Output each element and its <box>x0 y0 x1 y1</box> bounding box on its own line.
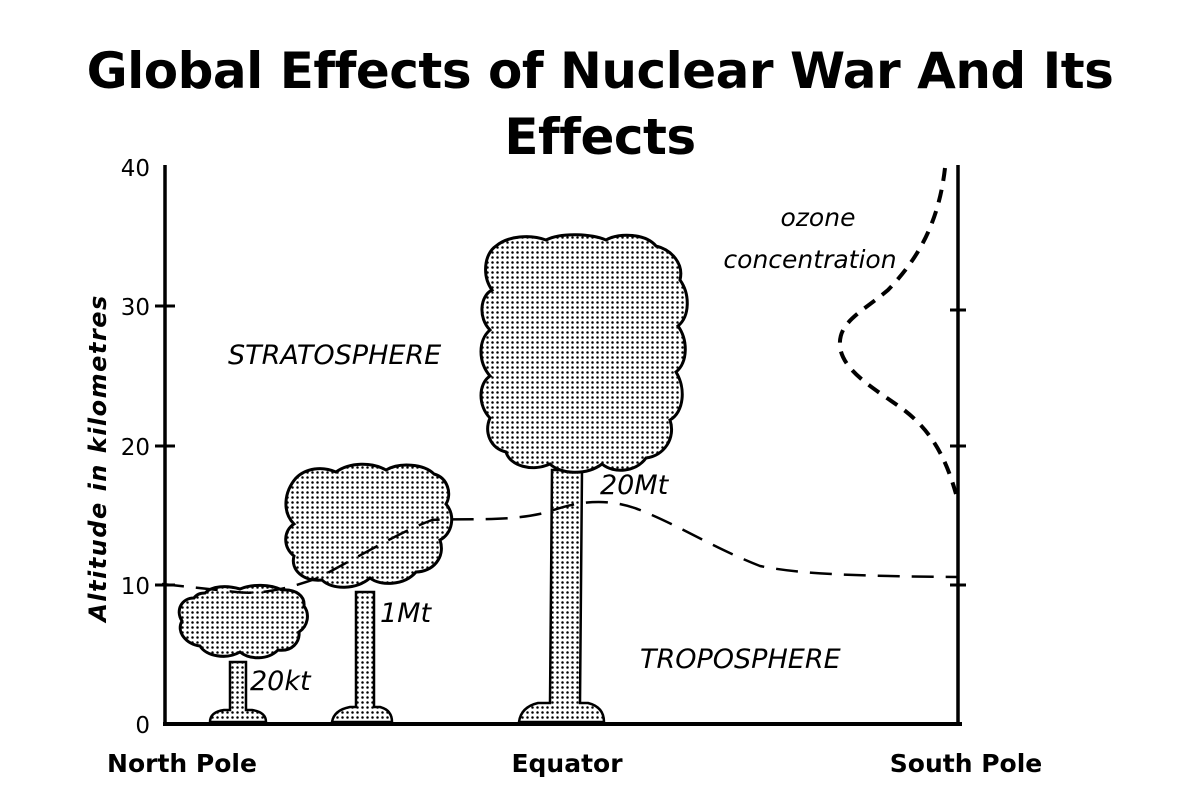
mushroom-cloud-1mt <box>284 462 454 724</box>
label-troposphere: TROPOSPHERE <box>640 644 841 675</box>
mushroom-cloud-20kt <box>177 583 309 724</box>
page-title: Global Effects of Nuclear War And Its Ef… <box>0 38 1200 170</box>
title-line-1: Global Effects of Nuclear War And Its <box>86 42 1114 100</box>
label-yield-1mt: 1Mt <box>380 598 432 629</box>
y-tick-label-0: 0 <box>135 713 150 739</box>
label-ozone-line2: concentration <box>723 245 896 274</box>
y-tick-label-30: 30 <box>121 295 150 321</box>
y-ticks-right <box>950 308 966 587</box>
title-line-2: Effects <box>504 108 696 166</box>
y-axis-label: Altitude in kilometres <box>84 294 112 624</box>
label-south-pole: South Pole <box>890 749 1042 778</box>
tropopause-line <box>161 500 959 594</box>
y-tick-label-10: 10 <box>121 574 150 600</box>
y-tick-label-40: 40 <box>121 156 150 182</box>
label-yield-20mt: 20Mt <box>600 470 670 501</box>
label-equator: Equator <box>511 749 623 778</box>
label-north-pole: North Pole <box>107 749 257 778</box>
label-stratosphere: STRATOSPHERE <box>228 340 441 371</box>
ozone-concentration-curve <box>837 167 958 495</box>
y-tick-label-20: 20 <box>121 435 150 461</box>
label-ozone-line1: ozone <box>781 203 856 232</box>
mushroom-cloud-20mt <box>479 233 689 724</box>
label-yield-20kt: 20kt <box>250 666 312 697</box>
